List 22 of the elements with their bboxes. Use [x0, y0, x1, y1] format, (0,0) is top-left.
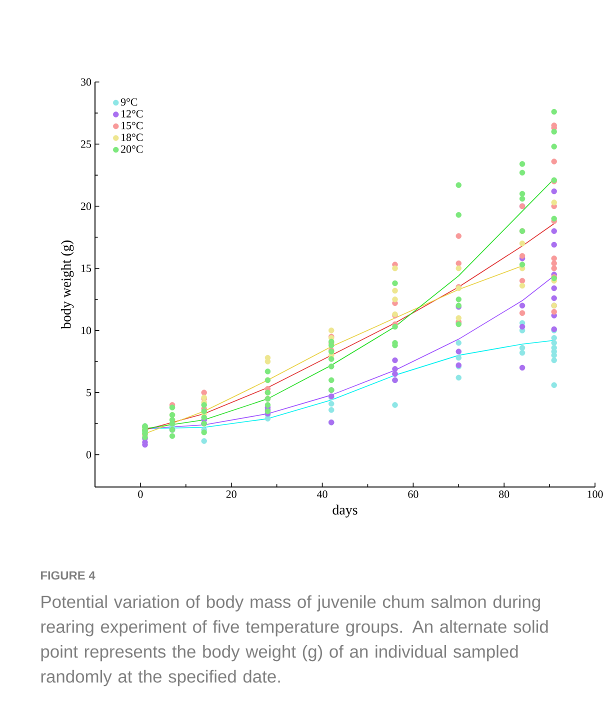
- x-tick-label: 40: [317, 490, 328, 498]
- x-tick-label: 20: [226, 490, 236, 498]
- x-tick-label: 60: [408, 490, 418, 498]
- y-tick-label: 0: [86, 451, 92, 458]
- legend-label: 9°C: [120, 98, 138, 106]
- y-tick-label: 10: [81, 326, 92, 334]
- y-tick-label: 25: [81, 140, 92, 148]
- text: FIGURE 4: [40, 571, 96, 580]
- legend-label: 12°C: [122, 110, 143, 118]
- y-tick-label: 5: [86, 388, 92, 396]
- y-axis-title: body weight (g): [60, 240, 74, 330]
- legend-label: 20°C: [121, 145, 143, 153]
- legend-label: 15°C: [122, 122, 143, 130]
- x-axis-title: days: [332, 504, 358, 518]
- y-tick-label: 15: [81, 264, 92, 272]
- text: Potential variation of body mass of juvenile chum salmon during rearing experiment of five temperature groups. An alternate solid point represents the body weight (g) of an individual sampled randomly at the specified date.: [41, 595, 548, 686]
- x-tick-label: 0: [138, 490, 143, 498]
- legend-label: 18°C: [122, 134, 143, 142]
- x-tick-label: 100: [588, 490, 603, 498]
- y-tick-label: 30: [81, 78, 92, 86]
- x-tick-label: 80: [499, 490, 510, 498]
- y-tick-label: 20: [81, 202, 92, 210]
